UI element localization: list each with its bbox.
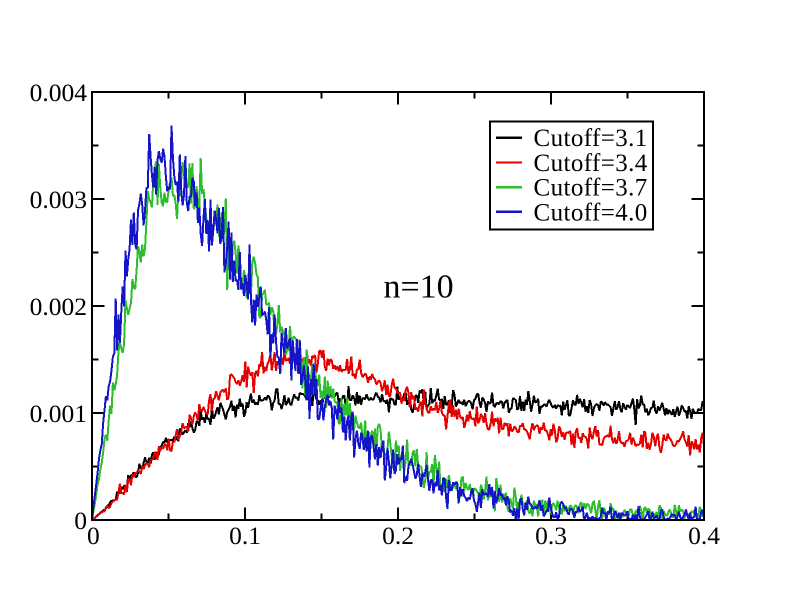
svg-text:0: 0: [74, 506, 87, 535]
svg-text:0.2: 0.2: [382, 521, 414, 550]
svg-text:0.1: 0.1: [229, 521, 261, 550]
svg-text:Cutoff=4.0: Cutoff=4.0: [534, 199, 648, 226]
svg-text:0.003: 0.003: [30, 185, 87, 214]
svg-text:0.004: 0.004: [30, 78, 88, 107]
svg-text:Cutoff=3.1: Cutoff=3.1: [534, 125, 648, 152]
svg-text:Cutoff=3.7: Cutoff=3.7: [534, 175, 648, 202]
svg-text:0.001: 0.001: [30, 399, 87, 428]
svg-text:Cutoff=3.4: Cutoff=3.4: [534, 150, 648, 177]
svg-text:0.002: 0.002: [30, 292, 87, 321]
svg-text:0.4: 0.4: [688, 521, 720, 550]
svg-text:0: 0: [87, 521, 100, 550]
svg-text:n=10: n=10: [384, 269, 454, 306]
svg-text:0.3: 0.3: [535, 521, 567, 550]
